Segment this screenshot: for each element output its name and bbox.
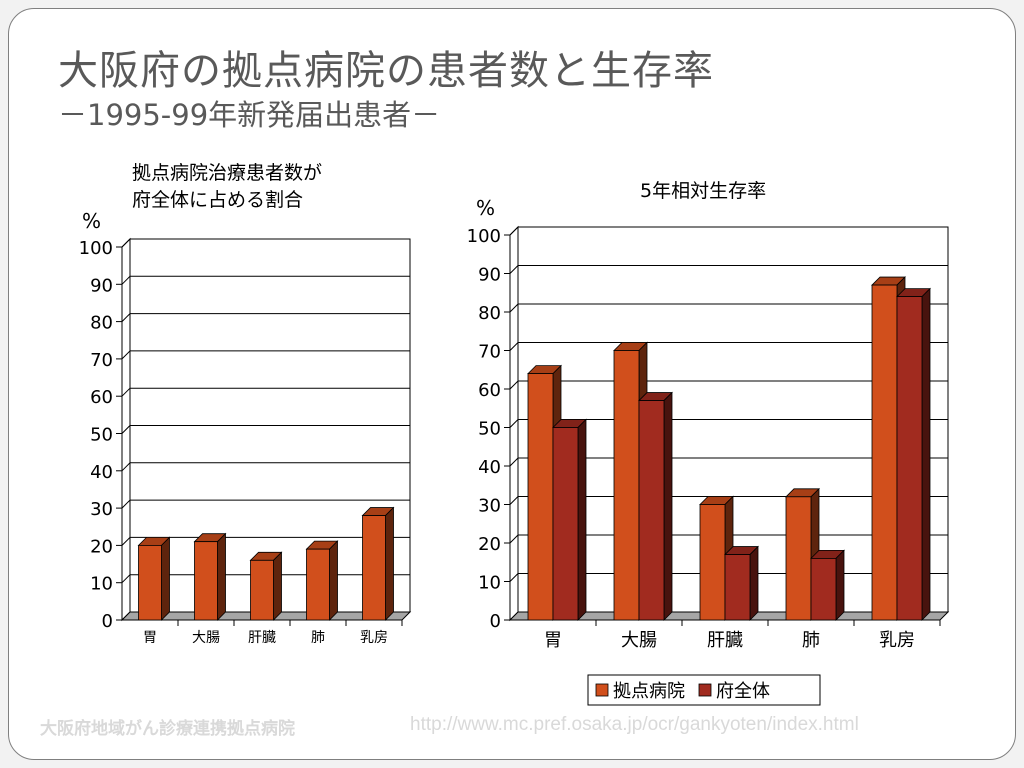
bar-a xyxy=(613,350,640,621)
y-tick-label: 100 xyxy=(79,238,113,259)
y-tick-label: 0 xyxy=(490,611,501,632)
legend-label: 拠点病院 xyxy=(613,681,685,702)
left-chart-unit: % xyxy=(82,209,102,233)
bar-a xyxy=(194,541,218,621)
y-tick-label: 50 xyxy=(90,425,113,446)
footer-url[interactable]: http://www.mc.pref.osaka.jp/ocr/gankyote… xyxy=(410,714,859,735)
gridline xyxy=(121,425,410,434)
bar-a xyxy=(527,373,554,621)
y-tick-label: 50 xyxy=(478,419,501,440)
gridline xyxy=(509,303,948,313)
page-subtitle: －1995-99年新発届出患者－ xyxy=(58,98,441,132)
y-tick-label: 30 xyxy=(478,496,501,517)
bar-a xyxy=(699,504,726,621)
x-category-label: 肺 xyxy=(311,630,325,646)
gridline xyxy=(509,265,948,274)
y-tick-label: 10 xyxy=(478,573,501,594)
bar-b-side xyxy=(921,287,931,621)
gridline xyxy=(509,457,948,467)
y-tick-label: 30 xyxy=(90,499,113,520)
left-chart-title-line-1: 拠点病院治療患者数が xyxy=(132,162,323,184)
y-tick-label: 60 xyxy=(478,380,501,401)
x-category-label: 乳房 xyxy=(879,630,915,651)
legend-label: 府全体 xyxy=(716,681,770,702)
gridline xyxy=(509,226,948,236)
bar-b xyxy=(896,296,923,621)
gridline xyxy=(509,419,948,428)
gridline xyxy=(509,380,948,390)
bar-a xyxy=(306,548,330,621)
gridline xyxy=(509,342,948,351)
bar-b-side xyxy=(749,545,759,621)
y-tick-label: 80 xyxy=(90,313,113,334)
y-tick-label: 60 xyxy=(90,387,113,408)
y-tick-label: 40 xyxy=(90,462,113,483)
bar-a xyxy=(362,515,386,621)
bar-b xyxy=(552,427,579,621)
x-category-label: 胃 xyxy=(544,630,562,651)
bar-b-side xyxy=(835,549,845,621)
bar-b xyxy=(810,558,837,621)
y-tick-label: 70 xyxy=(90,350,113,371)
left-chart-title: 拠点病院治療患者数が 府全体に占める割合 xyxy=(132,160,322,214)
bar-a xyxy=(785,496,812,621)
legend-swatch xyxy=(595,683,609,697)
y-tick-label: 100 xyxy=(467,226,501,247)
y-tick-label: 90 xyxy=(90,275,113,296)
bar-a xyxy=(138,545,162,621)
bar-a xyxy=(250,559,274,621)
bar-a xyxy=(871,284,898,621)
gridline xyxy=(121,499,410,509)
legend-swatch xyxy=(698,683,712,697)
bar-b-side xyxy=(577,418,587,621)
y-tick-label: 80 xyxy=(478,303,501,324)
page-title: 大阪府の拠点病院の患者数と生存率 xyxy=(58,48,714,94)
gridline xyxy=(121,238,410,248)
x-category-label: 大腸 xyxy=(621,630,657,651)
x-category-label: 乳房 xyxy=(360,630,388,646)
y-tick-label: 20 xyxy=(478,534,501,555)
gridline xyxy=(121,313,410,322)
y-tick-label: 20 xyxy=(90,536,113,557)
x-category-label: 大腸 xyxy=(192,630,220,646)
x-category-label: 肝臓 xyxy=(248,630,276,646)
y-tick-label: 90 xyxy=(478,265,501,286)
gridline xyxy=(121,536,410,546)
y-tick-label: 10 xyxy=(90,574,113,595)
gridline xyxy=(121,387,410,397)
right-chart-title: 5年相対生存率 xyxy=(640,180,767,202)
x-category-label: 肝臓 xyxy=(707,630,743,651)
gridline xyxy=(121,350,410,360)
bar-b-side xyxy=(663,391,673,621)
bar-b xyxy=(724,554,751,621)
gridline xyxy=(121,275,410,285)
y-tick-label: 0 xyxy=(102,611,113,632)
y-tick-label: 70 xyxy=(478,342,501,363)
footer-organization: 大阪府地域がん診療連携拠点病院 xyxy=(40,719,295,739)
x-category-label: 肺 xyxy=(802,630,820,651)
right-chart-unit: % xyxy=(476,196,496,220)
bar-b xyxy=(638,400,665,621)
x-category-label: 胃 xyxy=(143,630,157,646)
left-chart-title-line-2: 府全体に占める割合 xyxy=(132,189,304,211)
gridline xyxy=(121,462,410,472)
y-tick-label: 40 xyxy=(478,457,501,478)
